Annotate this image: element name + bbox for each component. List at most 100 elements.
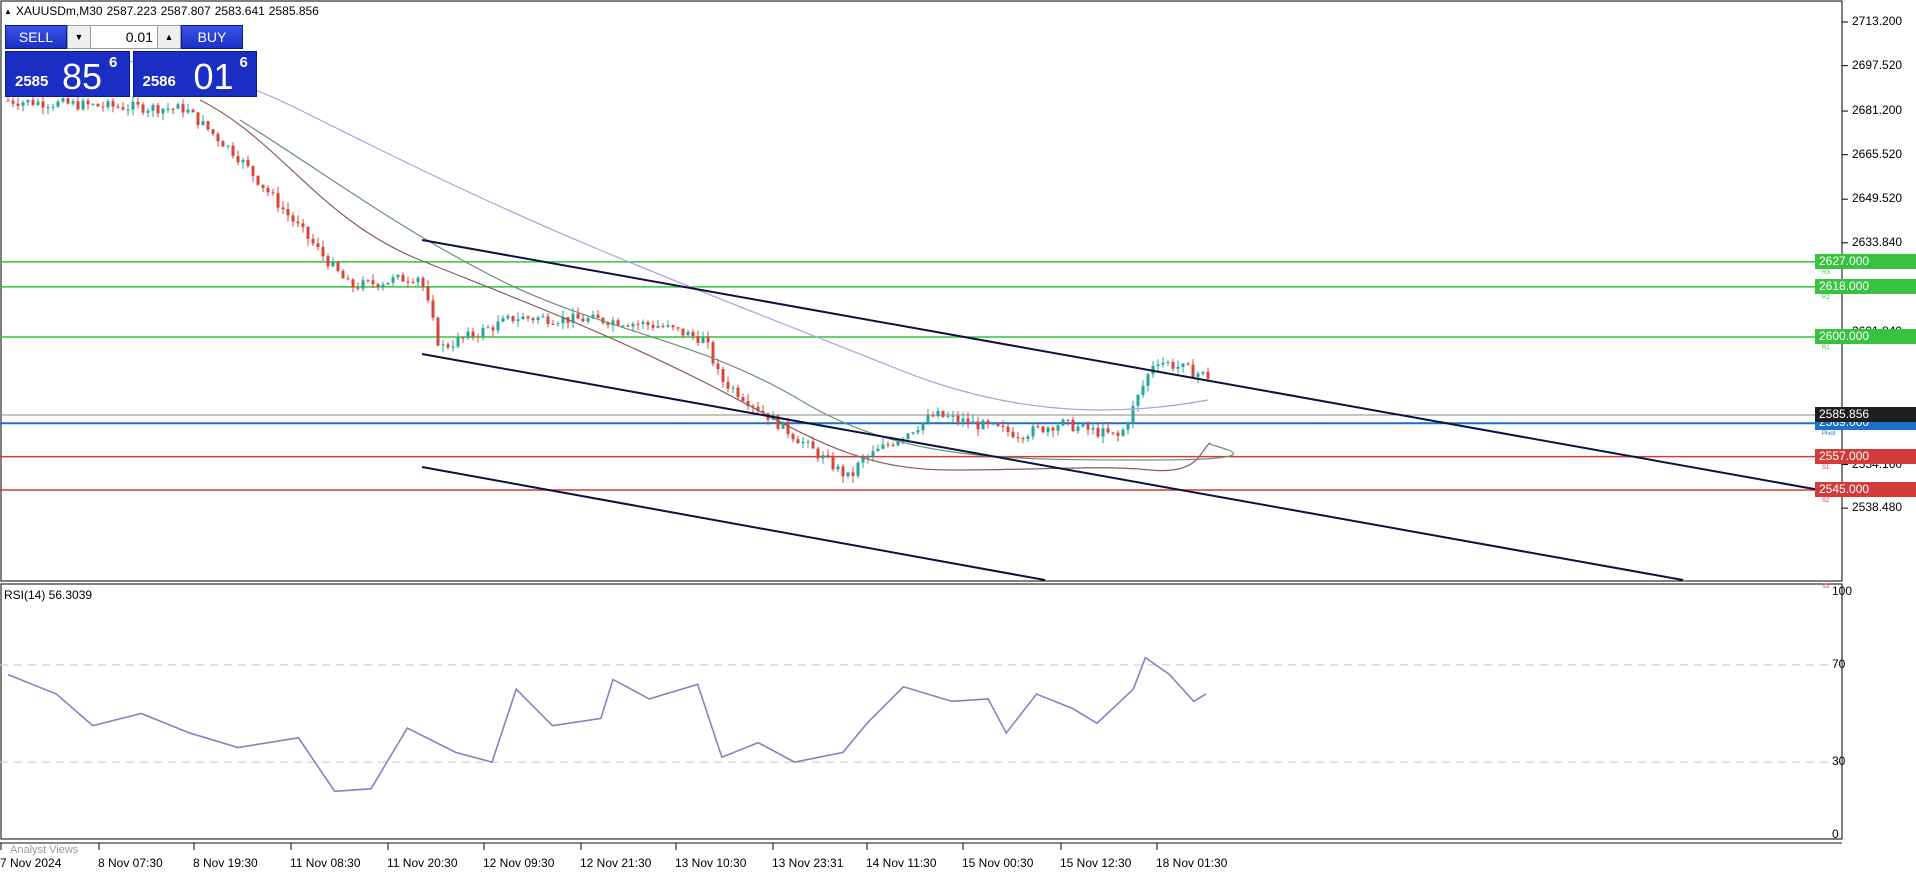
symbol-open: 2587.223 (106, 4, 157, 18)
current-price-tag: 2585.856 (1815, 407, 1916, 422)
lot-increase-icon[interactable]: ▲ (157, 25, 181, 49)
candle-body (151, 105, 155, 111)
buy-price-button[interactable]: 2586 01 6 (132, 51, 257, 97)
candle-body (811, 441, 815, 449)
sell-price-big: 85 (62, 56, 103, 97)
candle-body (996, 423, 1000, 426)
time-axis-label: 13 Nov 10:30 (675, 856, 747, 870)
candle-body (866, 456, 870, 459)
level-tag-s1: 2557.000 (1815, 448, 1916, 464)
candle-body (106, 101, 110, 108)
candle-body (646, 322, 650, 325)
candle-body (1171, 362, 1175, 369)
candle-body (396, 274, 400, 278)
candle-body (606, 322, 610, 326)
sell-button[interactable]: SELL (5, 25, 67, 49)
candle-body (801, 441, 805, 444)
candle-body (961, 418, 965, 422)
candle-body (316, 243, 320, 247)
candle-body (101, 106, 105, 108)
candle-body (816, 448, 820, 459)
analyst-views-tab[interactable]: Analyst Views (10, 844, 79, 856)
candle-body (761, 410, 765, 414)
candle-body (81, 100, 85, 110)
channel-middle-line (421, 353, 1684, 581)
candle-body (426, 286, 430, 301)
candle-body (1066, 419, 1070, 421)
candle-body (1016, 437, 1020, 439)
candle-body (696, 336, 700, 343)
price-tick-label: 2665.520 (1852, 146, 1903, 161)
candle-body (776, 415, 780, 429)
candle-body (851, 472, 855, 476)
candle-body (231, 145, 235, 156)
candle-body (991, 423, 995, 425)
price-tick-label: 2713.200 (1852, 14, 1903, 28)
ma-line-fast (199, 99, 1211, 472)
candle-body (86, 100, 90, 105)
candle-body (791, 434, 795, 440)
candle-body (1106, 428, 1110, 433)
candle-body (166, 108, 170, 110)
level-tag-s2: 2545.000 (1815, 482, 1916, 498)
candle-body (516, 319, 520, 322)
candle-body (1131, 405, 1135, 424)
candle-body (1011, 431, 1015, 438)
candle-body (111, 101, 115, 107)
collapse-triangle-icon[interactable]: ▲ (4, 6, 12, 16)
buy-button[interactable]: BUY (181, 25, 243, 49)
candle-body (1176, 366, 1180, 369)
candle-body (856, 462, 860, 476)
lot-size-input[interactable]: 0.01 (91, 25, 157, 49)
candle-body (411, 281, 415, 283)
candle-body (266, 188, 270, 193)
candle-body (576, 313, 580, 319)
candle-body (91, 103, 95, 105)
candle-body (981, 420, 985, 430)
candle-body (1006, 426, 1010, 432)
time-axis-label: 12 Nov 09:30 (483, 856, 555, 870)
candle-body (51, 106, 55, 108)
symbol-info: ▲ XAUUSDm,M30 2587.223 2587.807 2583.641… (4, 4, 319, 18)
candle-body (1076, 426, 1080, 432)
sell-price-button[interactable]: 2585 85 6 (5, 51, 130, 97)
candle-body (141, 104, 145, 113)
candles-group (6, 94, 1210, 483)
candle-body (376, 284, 380, 288)
candle-body (596, 314, 600, 318)
candle-body (221, 141, 225, 147)
candle-body (531, 318, 535, 321)
candle-body (936, 411, 940, 417)
candle-body (6, 100, 10, 102)
symbol-high: 2587.807 (160, 4, 211, 18)
candle-body (136, 101, 140, 105)
candle-body (661, 326, 665, 328)
candle-body (836, 466, 840, 470)
level-tag-r1: 2600.000 (1815, 328, 1916, 344)
candle-body (286, 209, 290, 216)
candle-body (726, 381, 730, 389)
candle-body (311, 238, 315, 244)
time-axis-label: 7 Nov 2024 (0, 856, 62, 870)
level-mark: R3 (1822, 269, 1830, 276)
candle-body (591, 314, 595, 319)
candle-body (461, 337, 465, 339)
candle-body (921, 422, 925, 431)
candle-body (911, 432, 915, 434)
candle-body (906, 433, 910, 439)
candle-body (366, 280, 370, 282)
candle-body (1061, 419, 1065, 426)
price-tick-label: 2633.840 (1852, 234, 1903, 249)
candle-body (486, 327, 490, 329)
candle-body (706, 336, 710, 343)
candle-body (896, 441, 900, 446)
candle-body (361, 280, 365, 289)
candle-body (381, 284, 385, 288)
candle-body (346, 278, 350, 280)
candle-body (501, 318, 505, 322)
lot-decrease-icon[interactable]: ▼ (67, 25, 91, 49)
candle-body (41, 101, 45, 108)
sell-price-sup: 6 (109, 54, 118, 71)
candle-body (621, 325, 625, 327)
